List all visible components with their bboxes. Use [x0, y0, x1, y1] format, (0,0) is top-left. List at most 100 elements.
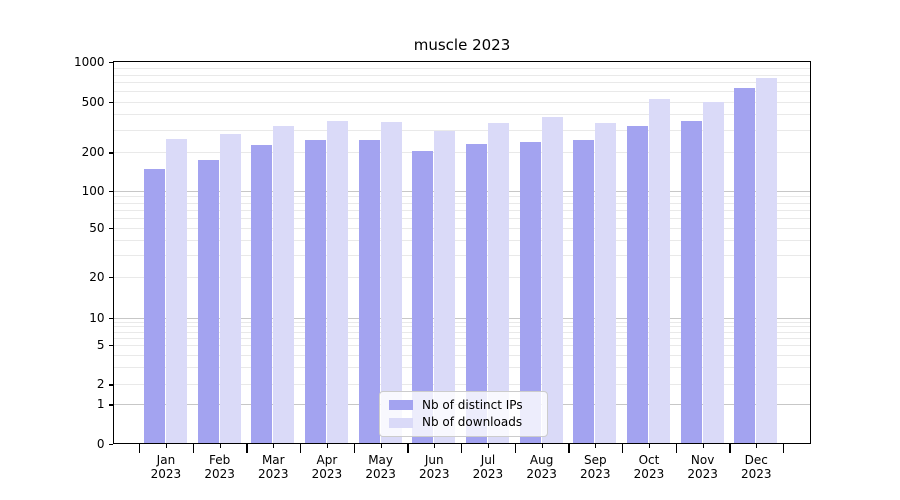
gridline-minor [113, 384, 811, 386]
x-tick [326, 444, 329, 449]
gridline-minor [113, 152, 811, 154]
bar-distinct-ips-may [358, 139, 380, 444]
y-tick [109, 62, 113, 64]
x-tick [702, 444, 704, 449]
gridline-minor [113, 326, 811, 328]
gridline-minor [113, 345, 811, 346]
gridline-minor [113, 113, 811, 115]
x-tick [380, 444, 382, 449]
gridline-minor [113, 129, 811, 131]
y-tick [109, 190, 113, 193]
bar-distinct-ips-dec [734, 87, 756, 444]
y-tick-label: 50 [89, 221, 105, 235]
x-minor-tick [407, 444, 409, 453]
gridline-minor [113, 255, 811, 257]
gridline-minor [113, 321, 811, 323]
legend-swatch-distinct-ips [389, 400, 413, 411]
x-minor-tick [192, 444, 194, 453]
x-minor-tick [300, 444, 302, 453]
gridline-minor [113, 74, 811, 76]
gridline-minor [113, 331, 811, 333]
y-tick [109, 404, 113, 406]
bar-downloads-may [380, 122, 402, 444]
x-minor-tick [568, 444, 570, 453]
x-tick-label-mar: Mar 2023 [257, 452, 289, 482]
y-tick-label: 10 [89, 310, 105, 325]
y-tick [109, 276, 113, 278]
x-tick [487, 444, 490, 449]
gridline-minor [113, 354, 811, 356]
legend-item-downloads: Nb of downloads [389, 416, 538, 429]
y-tick-label: 500 [81, 94, 105, 109]
y-tick-label: 2 [96, 377, 105, 392]
x-tick [648, 444, 651, 449]
x-tick-label-oct: Oct 2023 [633, 452, 665, 482]
gridline-minor [113, 218, 811, 220]
x-minor-tick [622, 444, 624, 453]
y-tick-label: 20 [89, 269, 105, 284]
x-tick [273, 444, 275, 449]
y-tick [109, 317, 113, 319]
bar-downloads-sep [595, 122, 617, 444]
bar-distinct-ips-aug [519, 142, 541, 444]
gridline-major [113, 317, 811, 319]
x-tick [595, 444, 597, 449]
bar-downloads-mar [273, 126, 295, 444]
x-tick-label-sep: Sep 2023 [580, 452, 611, 482]
bar-downloads-feb [219, 134, 241, 444]
gridline-minor [113, 202, 811, 204]
gridline-minor [113, 366, 811, 368]
x-tick-label-jul: Jul 2023 [472, 452, 504, 482]
y-tick [109, 345, 113, 347]
gridline-minor [113, 196, 811, 198]
bar-distinct-ips-feb [197, 159, 219, 444]
bar-downloads-dec [756, 77, 778, 444]
y-tick-label: 0 [96, 436, 105, 451]
x-minor-tick [675, 444, 677, 453]
x-minor-tick [514, 444, 516, 453]
y-tick [109, 101, 113, 103]
bar-downloads-nov [702, 102, 724, 444]
bar-distinct-ips-oct [626, 126, 648, 444]
x-tick-label-may: May 2023 [365, 452, 396, 482]
x-tick-label-apr: Apr 2023 [311, 452, 343, 482]
bar-distinct-ips-jan [143, 168, 165, 444]
bar-downloads-jul [487, 122, 509, 444]
x-minor-tick [461, 444, 463, 453]
bar-distinct-ips-sep [573, 140, 595, 444]
y-tick-label: 1 [96, 397, 105, 412]
x-tick-label-jun: Jun 2023 [418, 452, 450, 482]
bar-downloads-apr [326, 121, 348, 444]
bar-downloads-jan [165, 138, 187, 444]
x-tick [165, 444, 168, 449]
x-tick-label-jan: Jan 2023 [150, 452, 182, 482]
legend: Nb of distinct IPs Nb of downloads [379, 391, 548, 437]
y-tick-label: 1000 [73, 55, 105, 69]
bar-distinct-ips-apr [304, 140, 326, 444]
bar-downloads-jun [434, 131, 456, 444]
gridline-minor [113, 228, 811, 229]
gridline-minor [113, 68, 811, 69]
chart-title: muscle 2023 [413, 36, 511, 54]
x-minor-tick [783, 444, 785, 453]
gridline-major [113, 190, 811, 192]
x-minor-tick [729, 444, 731, 453]
bar-distinct-ips-nov [680, 121, 702, 444]
x-minor-tick [139, 444, 141, 453]
y-tick-label: 100 [81, 183, 105, 198]
x-minor-tick [246, 444, 248, 453]
x-tick-label-dec: Dec 2023 [741, 452, 772, 482]
y-tick [109, 443, 113, 445]
x-minor-tick [353, 444, 355, 453]
x-tick-label-nov: Nov 2023 [687, 452, 718, 482]
legend-item-distinct-ips: Nb of distinct IPs [389, 398, 538, 412]
x-tick [541, 444, 543, 449]
y-tick [109, 228, 113, 230]
gridline-minor [113, 239, 811, 241]
gridline-minor [113, 276, 811, 278]
gridline-minor [113, 209, 811, 211]
x-tick-label-aug: Aug 2023 [526, 452, 557, 482]
bar-distinct-ips-jul [465, 144, 487, 444]
gridline-minor [113, 337, 811, 339]
